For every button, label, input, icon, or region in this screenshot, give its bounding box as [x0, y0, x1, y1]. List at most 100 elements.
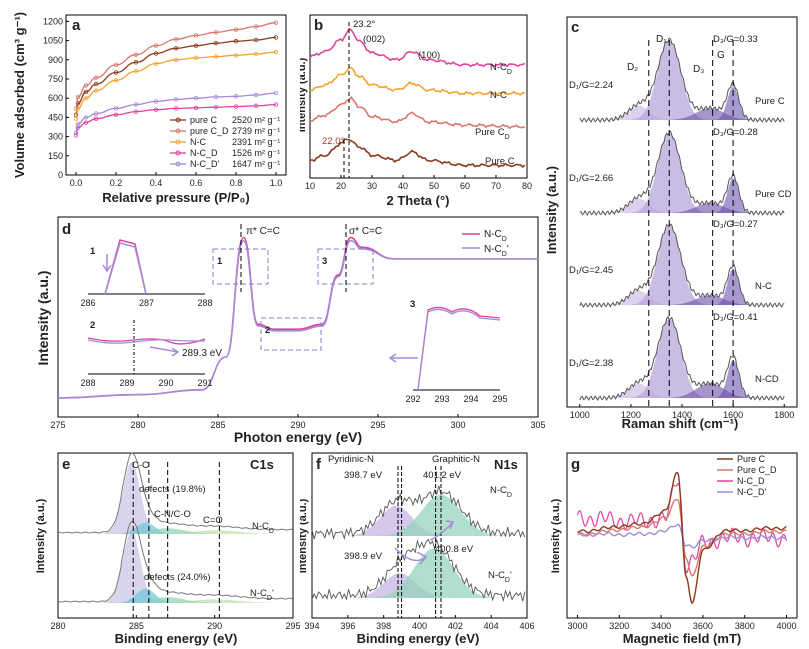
panel-e-series	[57, 452, 293, 618]
panel-c-spectrum-line	[579, 37, 785, 123]
panel-e-component-fill	[58, 599, 293, 603]
panel-d-inset3-tick: 293	[434, 394, 449, 404]
panel-e-xtick-label: 280	[50, 621, 65, 631]
panel-a-xticks: 0.0 0.2 0.4 0.6 0.8 1.0	[70, 172, 283, 188]
panel-d-series	[57, 236, 538, 399]
panel-e-xticks: 280 285 290 295	[50, 615, 300, 631]
panel-a-xtick-label: 0.4	[150, 178, 163, 188]
panel-a-xtick-label: 0.0	[70, 178, 83, 188]
panel-c-component-fill	[579, 383, 785, 398]
panel-a-xtick-label: 0.2	[110, 178, 123, 188]
panel-a-xtick-label: 1.0	[270, 178, 283, 188]
panel-c-d1g-label: D₁/G=2.45	[569, 265, 613, 276]
panel-a-ytick-label: 150	[48, 151, 63, 161]
panel-a-yticks: 0 150 300 450 600 750 900 1050 1200	[43, 16, 69, 180]
panel-b-series-line	[309, 138, 526, 168]
panel-d-inset1-tick: 287	[139, 298, 154, 308]
panel-a-point	[153, 99, 159, 104]
panel-a-point	[133, 102, 139, 107]
panel-c-component-fill	[579, 318, 785, 398]
panel-a-ytick-label: 900	[48, 55, 63, 65]
panel-a-series	[73, 20, 279, 138]
panel-d-inset-3: 292 293 294 295 3	[388, 299, 508, 404]
panel-c-spectrum-line	[579, 130, 785, 216]
panel-b-xticks: 10 20 30 40 50 60 70 80	[305, 175, 532, 191]
panel-g-series-line	[577, 471, 787, 605]
panel-a-point	[153, 51, 159, 56]
panel-g-xlabel: Magnetic field (mT)	[623, 631, 741, 646]
panel-d-box-num-3: 3	[322, 256, 327, 267]
panel-a-point	[173, 46, 179, 51]
panel-d-pi-label: π* C=C	[246, 226, 280, 237]
panel-c-xtick-label: 1200	[621, 410, 641, 420]
panel-a-point	[193, 55, 199, 61]
panel-a-point	[133, 60, 139, 65]
panel-b-peak1-label: (002)	[363, 34, 385, 45]
panel-d-inset3-line	[417, 306, 501, 391]
panel-d-inset3-tick: 294	[463, 394, 478, 404]
panel-g-legend-label: Pure C_D	[737, 465, 777, 475]
panel-a-point	[93, 88, 99, 93]
panel-c-band-d3: D₃	[693, 64, 704, 75]
panel-d-sigma-label: σ* C=C	[349, 226, 382, 237]
panel-a-point	[253, 37, 259, 43]
panel-a-point	[193, 105, 199, 110]
panel-d-inset2-tick: 290	[158, 378, 173, 388]
panel-a-point	[113, 78, 119, 83]
panel-d-inset2-line	[87, 339, 206, 344]
panel-f-xtick-label: 402	[448, 621, 463, 631]
panel-d-xtick-label: 280	[130, 420, 145, 430]
panel-e-series-label-2: N-CD'	[250, 588, 274, 602]
panel-e-frame	[57, 452, 294, 619]
panel-f-component-fill	[312, 548, 527, 598]
panel-a-xtick-label: 0.8	[230, 178, 243, 188]
panel-d: d 275 280 285 290 295 300 305 1 2 3 π* C=C σ* …	[35, 216, 545, 445]
panel-d-legend-label-2: N-CD'	[484, 244, 509, 258]
panel-d-inset3-tick: 295	[492, 394, 507, 404]
panel-a-legend-name: N-C_D	[190, 148, 218, 158]
panel-d-box-num-2: 2	[265, 325, 270, 336]
panel-a-point	[173, 106, 179, 111]
panel-b-series-line	[309, 96, 526, 130]
panel-c-band-d2: D₂	[627, 62, 638, 73]
panel-c-d3g-label: D₃/G=0.33	[713, 34, 758, 45]
panel-a-point	[113, 70, 119, 75]
panel-f-xtick-label: 400	[412, 621, 427, 631]
panel-a-series-line	[75, 92, 277, 134]
panel-e-cn: C-N/C-O	[154, 509, 191, 520]
panel-e-defects1: defects (19.8%)	[139, 484, 206, 495]
panel-f-xtick-label: 398	[376, 621, 391, 631]
panel-a-ytick-label: 750	[48, 74, 63, 84]
panel-f-xtick-label: 394	[304, 621, 319, 631]
panel-g-series	[576, 471, 788, 605]
panel-e-component-fill	[58, 597, 293, 603]
panel-e-xtick-label: 290	[207, 621, 222, 631]
panel-a-series-line	[75, 51, 277, 120]
panel-f-xtick-label: 406	[519, 621, 534, 631]
panel-a-point	[253, 103, 259, 109]
panel-b-frame	[309, 14, 528, 179]
panel-e-spectrum-line	[57, 520, 293, 603]
panel-c-letter: c	[571, 19, 579, 36]
panel-a-point	[75, 101, 81, 106]
panel-c-component-fill	[579, 290, 785, 305]
panel-a-point	[273, 90, 279, 96]
panel-b-series-line	[309, 27, 526, 68]
panel-a-point	[213, 94, 219, 100]
panel-c-row-name: Pure CD	[755, 189, 792, 200]
panel-a-point	[153, 61, 159, 66]
panel-a-series-line	[75, 36, 277, 116]
panel-d-inset-2: 288 289 290 291 2 289.3 eV	[80, 320, 222, 388]
panel-g-frame	[566, 452, 798, 619]
panel-e-component-fill	[58, 530, 293, 534]
panel-e-xlabel: Binding energy (eV)	[115, 631, 238, 646]
panel-e-xtick-label: 285	[129, 621, 144, 631]
panel-a-legend-marker	[175, 117, 181, 123]
panel-a-letter: a	[72, 17, 81, 34]
panel-a-legend-area: 2391 m² g⁻¹	[232, 137, 280, 147]
panel-a-legend-marker	[175, 150, 181, 156]
panel-d-inset1-line	[104, 242, 147, 295]
